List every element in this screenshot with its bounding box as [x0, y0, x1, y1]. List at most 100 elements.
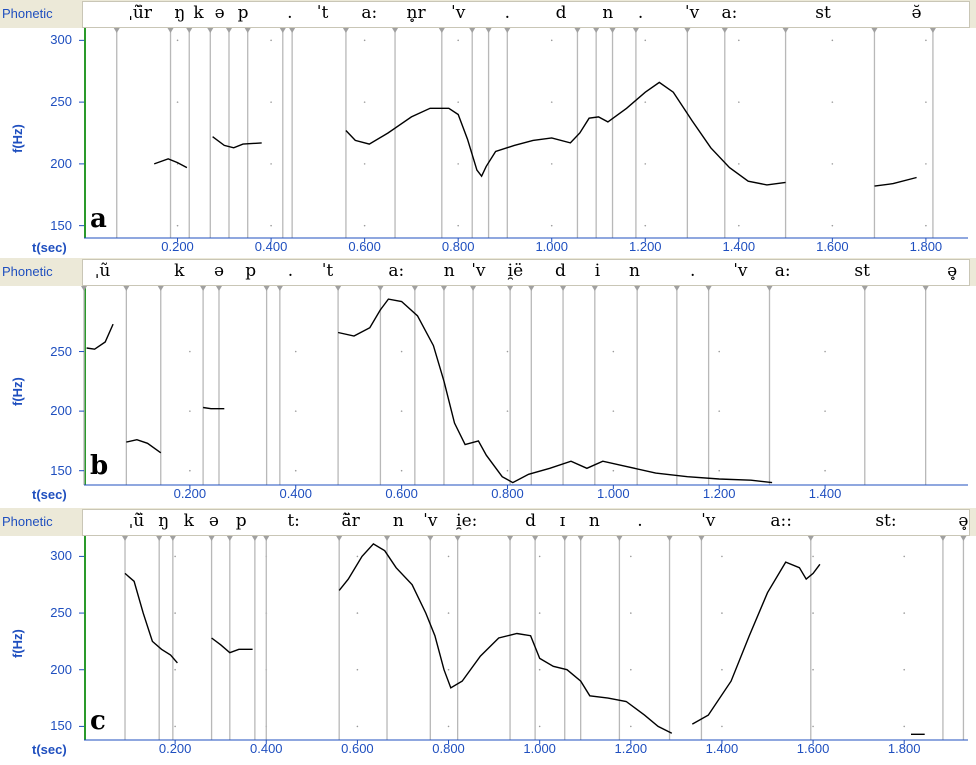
phonetic-segment: ˈv — [451, 3, 466, 23]
x-tick-label: 1.800 — [887, 741, 921, 756]
x-tick-label: 1.200 — [628, 239, 662, 254]
phonetic-segment: k — [183, 511, 194, 531]
x-tick-label: 0.400 — [254, 239, 288, 254]
phonetic-segment: st — [854, 261, 870, 281]
phonetic-segment: d — [554, 261, 566, 281]
x-axis-label: t(sec) — [32, 742, 67, 757]
phonetic-segment: ə̆ — [911, 3, 922, 23]
phonetic-segment: k — [193, 3, 204, 23]
x-tick-label: 1.600 — [796, 741, 830, 756]
phonetic-tier: Phonetic ˌũ̈r ŋ k ə p. ˈt a: n̥r ˈv. d n. ˈv a: st ə̆ — [0, 0, 976, 28]
phonetic-segment: ˈv — [471, 261, 486, 281]
x-tick-label: 1.400 — [722, 239, 756, 254]
y-tick-label: 250 — [50, 343, 72, 359]
y-tick-label: 150 — [50, 217, 72, 233]
phonetic-tier-label: Phonetic — [2, 514, 53, 529]
phonetic-segment: ˌũ̈r — [128, 3, 152, 23]
phonetic-segment: a: — [721, 3, 738, 23]
x-tick-label: 0.200 — [161, 239, 194, 254]
x-tick-label: 0.600 — [385, 486, 418, 501]
phonetic-segment: ə — [208, 511, 219, 531]
phonetic-segment: ŋ — [158, 511, 170, 531]
x-tick-label: 0.800 — [491, 486, 524, 501]
phonetic-segment: t: — [287, 511, 300, 531]
phonetic-segment: ə — [213, 261, 224, 281]
phonetic-segment: ˌũ — [94, 261, 111, 281]
y-tick-label: 150 — [50, 462, 72, 478]
phonetic-transcription-strip[interactable]: ˌũ̈r ŋ k ə p. ˈt a: n̥r ˈv. d n. ˈv a: st ə̆ — [82, 1, 970, 28]
y-tick-label: 200 — [50, 155, 72, 171]
phonetic-segment: ã̈r — [341, 511, 360, 531]
plot-area — [84, 536, 968, 740]
x-tick-label: 1.200 — [702, 486, 736, 501]
phonetic-segment: a: — [388, 261, 405, 281]
phonetic-segment: d — [525, 511, 536, 531]
phonetic-segment: . — [637, 511, 643, 531]
phonetic-tier: Phonetic ˌũ̈ ŋ k ə p t: ã̈r n ˈv i̯e: d ɪ n. ˈv a:: st: ə… — [0, 508, 976, 536]
x-tick-label: 1.600 — [816, 239, 849, 254]
panel-letter: a — [90, 204, 107, 234]
y-tick-label: 200 — [50, 403, 72, 419]
x-tick-label: 1.200 — [614, 741, 648, 756]
phonetic-transcription-strip[interactable]: ˌũ̈ ŋ k ə p t: ã̈r n ˈv i̯e: d ɪ n. ˈv a:: st: ə̥ — [82, 509, 970, 536]
phonetic-segment: st — [815, 3, 831, 23]
phonetic-segment: p — [237, 3, 249, 23]
panel-letter: c — [90, 706, 106, 736]
x-tick-label: 0.400 — [279, 486, 313, 501]
phonetic-segment: . — [287, 261, 294, 281]
phonetic-segment: i — [594, 261, 601, 281]
phonetic-segment: . — [504, 3, 510, 23]
x-tick-label: 0.600 — [341, 741, 374, 756]
x-tick-label: 0.400 — [249, 741, 283, 756]
y-tick-label: 150 — [50, 718, 72, 734]
phonetic-segment: ŋ — [174, 3, 186, 23]
y-axis-label: f(Hz) — [10, 376, 25, 406]
x-tick-label: 1.400 — [705, 741, 739, 756]
phonetic-segment: . — [637, 3, 644, 23]
y-tick-label: 300 — [50, 32, 72, 48]
phonetic-segment: n — [392, 511, 404, 531]
phonetic-tier: Phonetic ˌũ k ə p. ˈt a: n ˈv i̯ë d i n. ˈv a: st ə̥ — [0, 258, 976, 286]
y-tick-label: 250 — [50, 605, 72, 621]
phonetic-segment: d — [555, 3, 567, 23]
phonetic-segment: ˌũ̈ — [128, 511, 145, 531]
x-axis-label: t(sec) — [32, 487, 67, 502]
x-tick-label: 1.400 — [808, 486, 842, 501]
phonetic-segment: a:: — [770, 511, 792, 531]
x-tick-label: 0.800 — [441, 239, 475, 254]
y-tick-label: 250 — [50, 94, 72, 110]
phonetic-transcription-strip[interactable]: ˌũ k ə p. ˈt a: n ˈv i̯ë d i n. ˈv a: st ə̥ — [82, 259, 970, 286]
phonetic-segment: i̯ë — [507, 261, 524, 281]
phonetic-segment: ˈv — [733, 261, 748, 281]
x-axis-label: t(sec) — [32, 240, 67, 255]
x-tick-label: 0.200 — [173, 486, 207, 501]
phonetic-segment: p — [245, 261, 257, 281]
y-axis-label: f(Hz) — [10, 629, 25, 658]
phonetic-segment: n̥r — [406, 3, 426, 23]
phonetic-segment: n — [602, 3, 614, 23]
y-tick-label: 300 — [50, 548, 72, 564]
phonetic-segment: ə̥ — [947, 261, 958, 281]
phonetic-tier-label: Phonetic — [2, 264, 53, 279]
phonetic-segment: ˈv — [423, 511, 438, 531]
plot-area — [84, 286, 968, 485]
phonetic-segment: ɪ — [559, 511, 566, 531]
y-axis-label: f(Hz) — [10, 124, 25, 153]
x-tick-label: 0.600 — [348, 239, 381, 254]
plot-area — [84, 28, 968, 238]
x-tick-label: 1.000 — [597, 486, 630, 501]
phonetic-segment: a: — [361, 3, 378, 23]
phonetic-tier-label: Phonetic — [2, 6, 53, 21]
phonetic-segment: ˈt — [316, 3, 329, 23]
phonetic-segment: n — [443, 261, 455, 281]
phonetic-segment: a: — [774, 261, 791, 281]
phonetic-segment: st: — [875, 511, 897, 531]
phonetic-segment: ˈt — [321, 261, 334, 281]
x-tick-label: 1.800 — [909, 239, 943, 254]
phonetic-segment: p — [235, 511, 247, 531]
phonetic-segment: ˈv — [684, 3, 700, 23]
x-tick-label: 1.000 — [523, 741, 556, 756]
phonetic-segment: i̯e: — [456, 511, 478, 531]
x-tick-label: 0.200 — [158, 741, 192, 756]
phonetic-segment: ə — [214, 3, 225, 23]
